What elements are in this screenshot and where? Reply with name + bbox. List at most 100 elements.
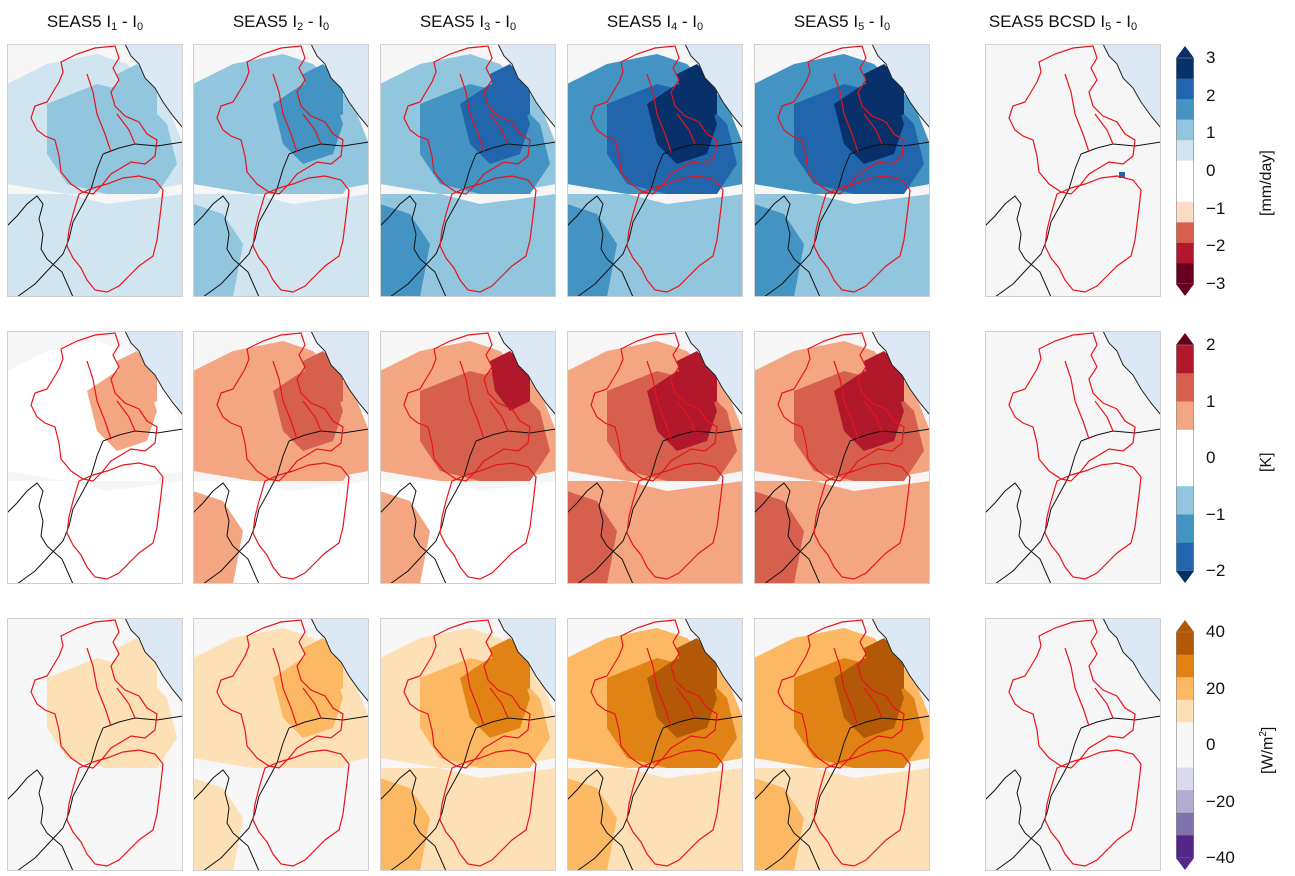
basin-outline (777, 45, 905, 195)
basin-outline (403, 619, 531, 769)
basin-outline (302, 113, 322, 145)
country-border (1024, 258, 1052, 297)
country-border (202, 153, 290, 297)
colorbar-segment (1176, 263, 1194, 285)
colorbar-segment (1176, 222, 1194, 244)
basin-outline (1064, 647, 1090, 727)
basin-outline (813, 462, 911, 580)
basin-outline (116, 113, 136, 145)
basin-outline (252, 462, 350, 580)
basin-outline (590, 619, 718, 769)
map-svg (754, 44, 930, 297)
country-border (102, 141, 183, 155)
country-border (193, 195, 234, 260)
basin-outline (252, 175, 350, 293)
basin-outline (626, 749, 724, 867)
colorbar-bottom-arrow (1176, 284, 1194, 296)
country-border (288, 141, 369, 155)
coastline (871, 331, 930, 416)
basin-outline (676, 400, 696, 432)
country-border (380, 195, 421, 260)
country-border (662, 141, 743, 155)
coastline (1102, 44, 1161, 129)
map-svg (7, 44, 183, 297)
colorbar-segment (1176, 242, 1194, 264)
basin-outline (86, 647, 112, 727)
colorbar-top-arrow (1176, 620, 1194, 632)
column-title-6: SEAS5 BCSD I5 - I0 (988, 12, 1138, 33)
colorbar-svg (1176, 620, 1194, 870)
country-border (419, 545, 447, 584)
basin-outline (1064, 73, 1090, 153)
country-border (662, 715, 743, 729)
country-border (288, 428, 369, 442)
colorbar-tick-label: 0 (1206, 161, 1216, 180)
colorbar-segment (1176, 373, 1194, 402)
map-svg (7, 618, 183, 871)
map-panel-radiation-1 (7, 618, 183, 871)
map-panel-precipitation-4 (567, 44, 743, 297)
basin-outline (403, 332, 531, 482)
colorbar-tick-label: −2 (1206, 236, 1226, 256)
colorbar-tick-label: −3 (1206, 274, 1226, 293)
colorbar-segment (1176, 78, 1194, 100)
country-border (389, 727, 477, 871)
coastline (497, 618, 556, 703)
country-border (475, 715, 556, 729)
map-svg (567, 618, 743, 871)
colorbar-tick-label: 1 (1206, 391, 1216, 411)
colorbar-tick-label: 0 (1206, 448, 1216, 467)
colorbar-precipitation (1176, 46, 1194, 301)
colorbar-segment (1176, 140, 1194, 162)
country-border (1080, 715, 1161, 729)
country-border (793, 832, 821, 871)
basin-outline (863, 687, 883, 719)
colorbar-tick-label: −2 (1206, 561, 1226, 580)
basin-outline (459, 360, 485, 440)
colorbar-segment (1176, 160, 1194, 182)
basin-outline (403, 45, 531, 195)
basin-outline (646, 73, 672, 153)
basin-outline (646, 647, 672, 727)
basin-outline (777, 619, 905, 769)
basin-outline (30, 332, 158, 482)
map-svg (193, 618, 369, 871)
basin-outline (216, 619, 344, 769)
basin-outline (676, 687, 696, 719)
basin-outline (459, 73, 485, 153)
basin-outline (1008, 332, 1136, 482)
map-panel-precipitation-1 (7, 44, 183, 297)
colorbar-segment (1176, 654, 1194, 678)
map-panel-radiation-5 (754, 618, 930, 871)
country-border (380, 482, 421, 547)
map-panel-radiation-6 (985, 618, 1161, 871)
map-svg (985, 618, 1161, 871)
country-border (232, 258, 260, 297)
basin-outline (863, 400, 883, 432)
basin-outline (1094, 113, 1114, 145)
basin-outline (30, 45, 158, 195)
colorbar-unit-label: [W/m2] (1258, 726, 1277, 774)
colorbar-segment (1176, 181, 1194, 203)
basin-outline (66, 462, 164, 580)
colorbar-segment (1176, 632, 1194, 656)
map-svg (985, 44, 1161, 297)
basin-outline (626, 175, 724, 293)
country-border (606, 832, 634, 871)
colorbar-svg (1176, 333, 1194, 583)
country-border (763, 153, 851, 297)
basin-outline (252, 749, 350, 867)
basin-outline (116, 400, 136, 432)
colorbar-tick-label: 3 (1206, 48, 1216, 67)
colorbar-radiation (1176, 620, 1194, 875)
basin-outline (1044, 462, 1142, 580)
coastline (310, 618, 369, 703)
country-border (16, 440, 104, 584)
basin-outline (590, 332, 718, 482)
country-border (389, 153, 477, 297)
map-panel-radiation-4 (567, 618, 743, 871)
country-border (567, 195, 608, 260)
colorbar-segment (1176, 201, 1194, 223)
coastline (124, 331, 183, 416)
country-border (576, 153, 664, 297)
